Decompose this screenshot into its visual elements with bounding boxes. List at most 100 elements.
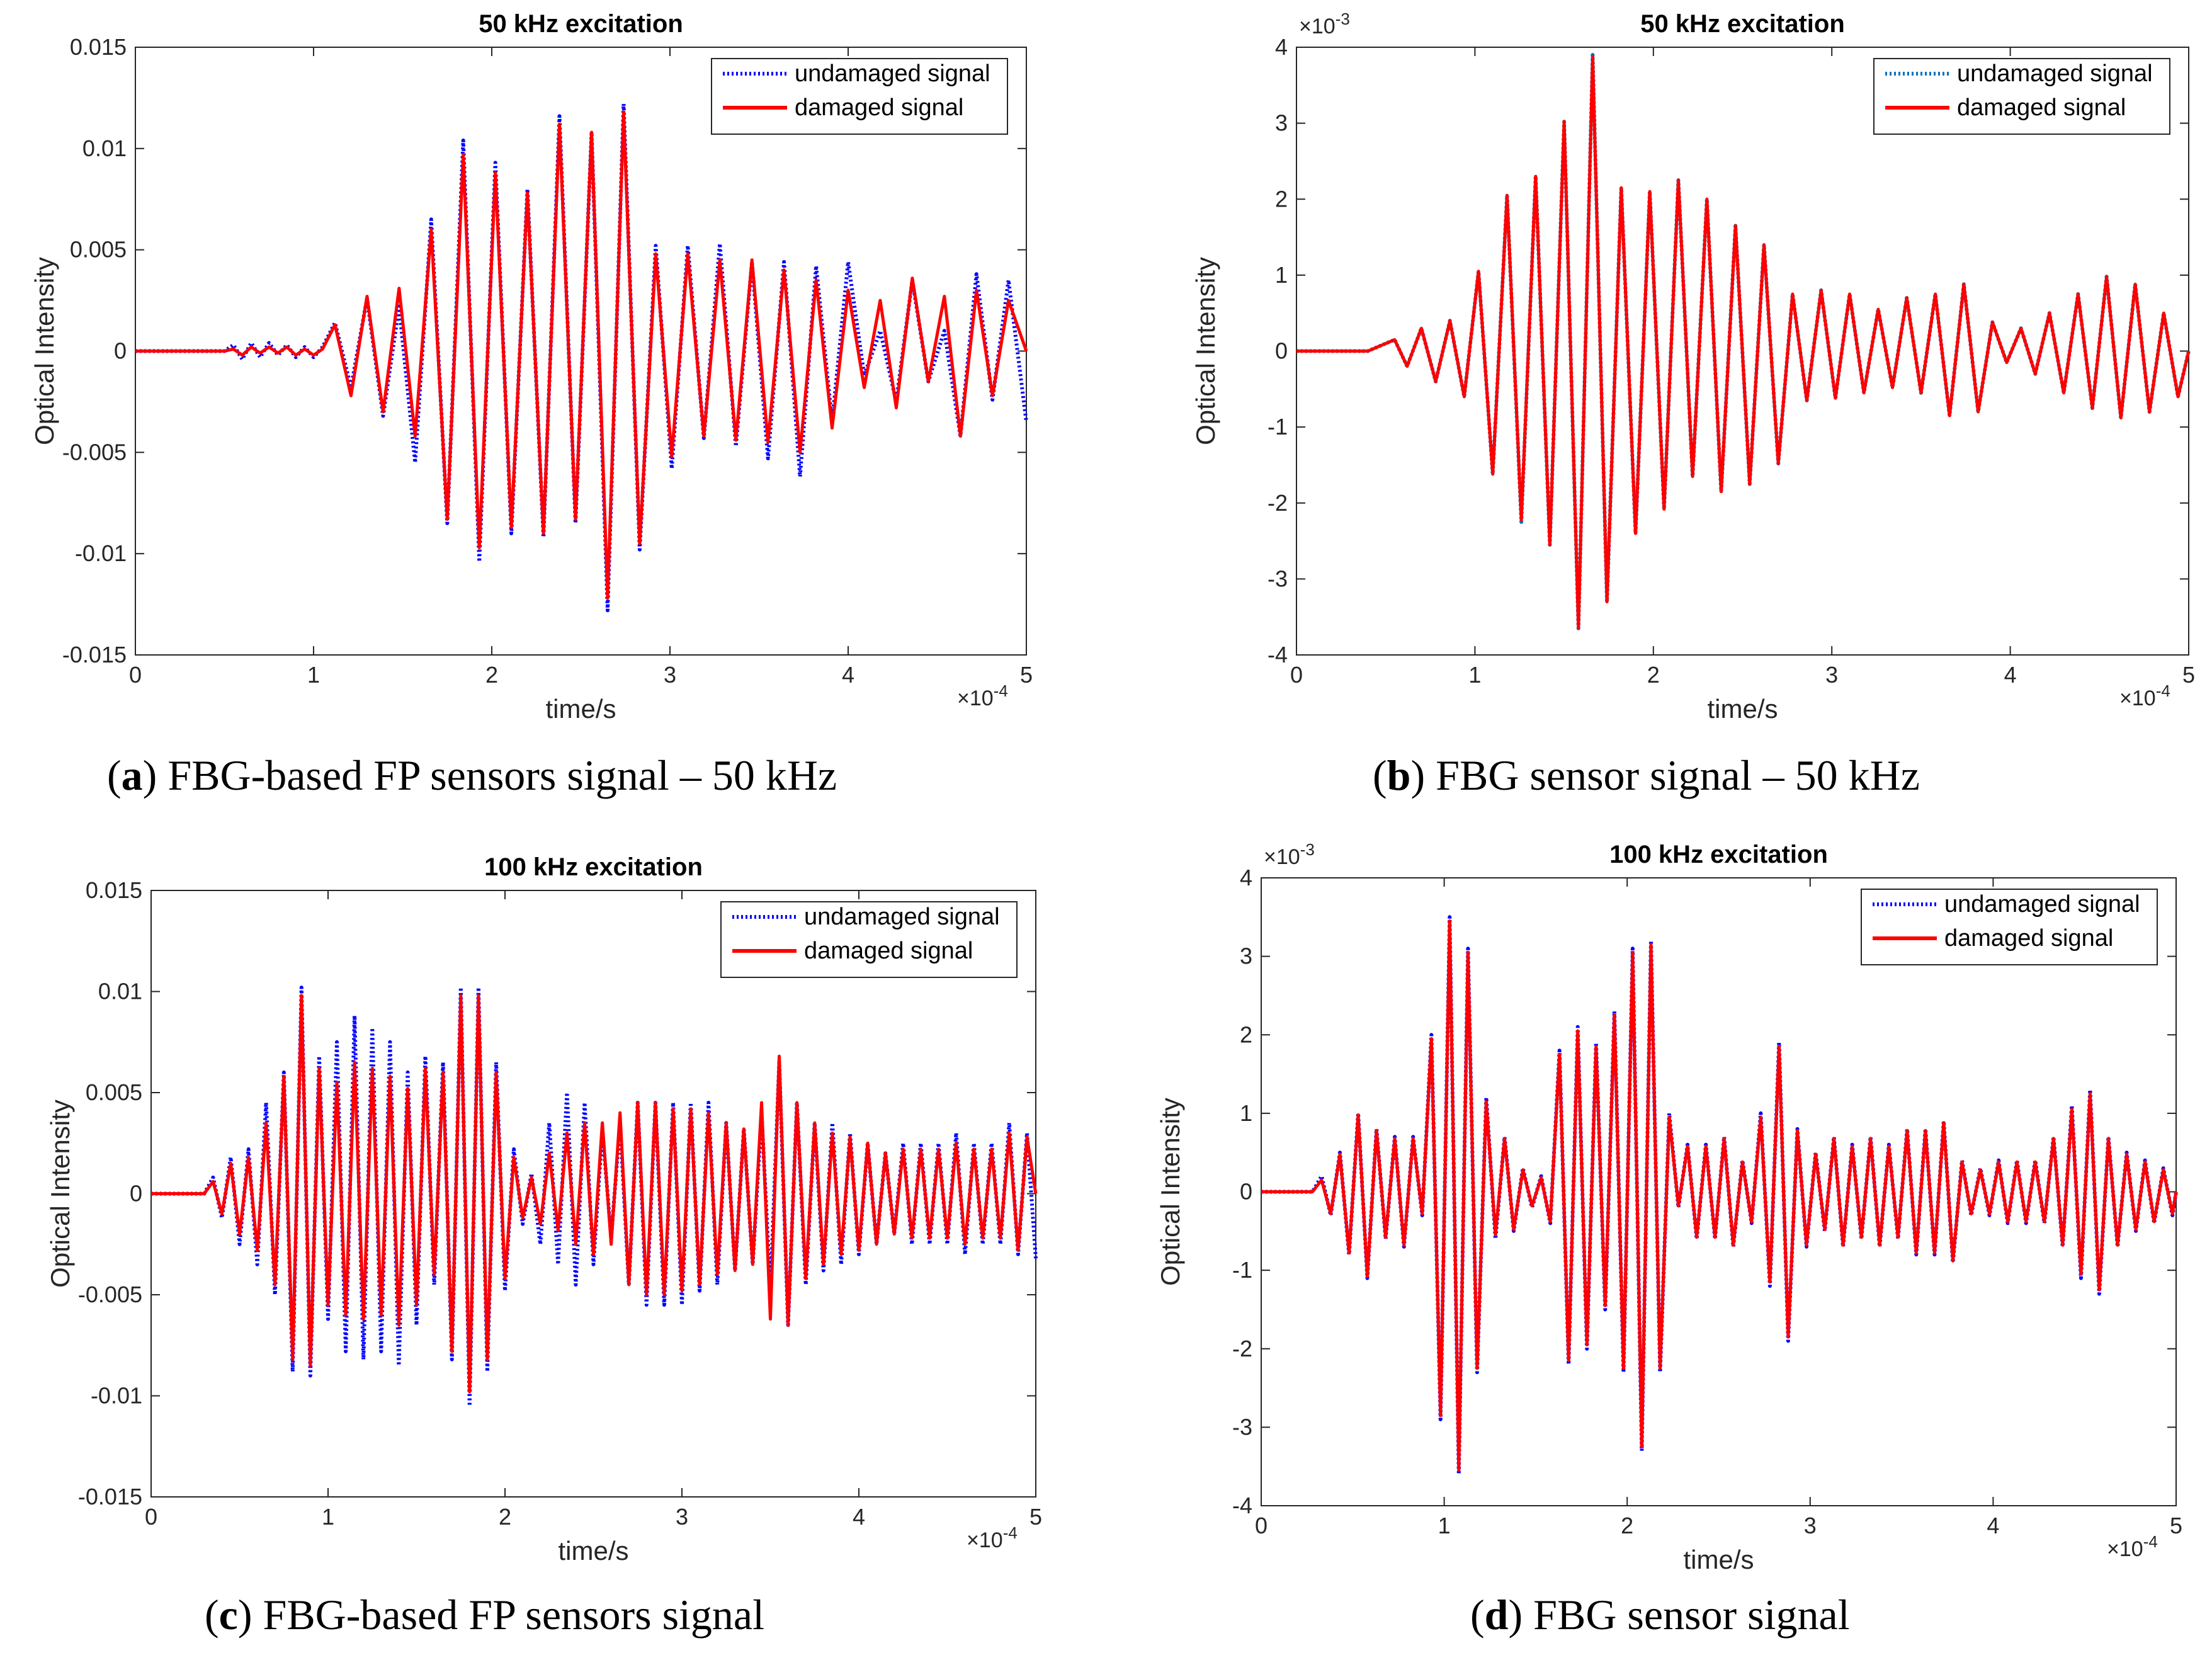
- y-tick-label: -1: [1268, 414, 1288, 440]
- legend-label-undamaged: undamaged signal: [1957, 60, 2153, 87]
- y-tick-label: -3: [1232, 1414, 1252, 1440]
- x-multiplier: ×10-4: [2107, 1532, 2158, 1561]
- caption-b: (b) FBG sensor signal – 50 kHz: [1373, 751, 1920, 799]
- y-tick-label: 0.005: [70, 237, 127, 263]
- y-axis-label: Optical Intensity: [45, 1100, 75, 1288]
- chart-title: 100 kHz excitation: [484, 853, 703, 881]
- x-tick-label: 3: [1804, 1513, 1817, 1538]
- x-tick-label: 0: [1255, 1513, 1268, 1538]
- x-tick-label: 3: [676, 1504, 688, 1530]
- x-tick-label: 4: [842, 662, 854, 688]
- chart-a: 0 1 2 3 4 5 -0.015 -0.01 -0.005 0 0.005 0.01 0.015 50…: [30, 10, 1033, 724]
- x-tick-label: 1: [322, 1504, 334, 1530]
- y-tick-label: 0.01: [98, 979, 142, 1004]
- y-multiplier: ×10-3: [1264, 840, 1315, 869]
- y-tick-label: 1: [1240, 1100, 1252, 1126]
- y-tick-label: 4: [1275, 34, 1288, 60]
- y-tick-label: 0.005: [86, 1079, 142, 1105]
- chart-d: 0 1 2 3 4 5 -4 -3 -2 -1 0 1 2 3 4 100 kHz excitation tim…: [1155, 840, 2182, 1574]
- y-tick-label: 0: [1240, 1179, 1252, 1205]
- x-tick-label: 4: [2004, 662, 2017, 688]
- x-axis-label: time/s: [1707, 694, 1778, 724]
- chart-title: 50 kHz excitation: [1640, 10, 1845, 38]
- x-tick-label: 3: [664, 662, 676, 688]
- x-tick-label: 1: [307, 662, 320, 688]
- y-tick-label: -4: [1232, 1492, 1252, 1518]
- series-line-damaged: [1261, 919, 2178, 1472]
- y-multiplier: ×10-3: [1299, 9, 1350, 38]
- y-tick-label: -0.005: [62, 439, 127, 465]
- x-axis-label: time/s: [1683, 1545, 1754, 1574]
- y-tick-label: 0.01: [82, 135, 127, 161]
- y-tick-label: 2: [1275, 186, 1288, 212]
- y-tick-label: -0.01: [75, 540, 127, 566]
- x-tick-label: 1: [1438, 1513, 1451, 1538]
- caption-a: (a) FBG-based FP sensors signal – 50 kHz: [107, 751, 837, 799]
- y-tick-label: -0.01: [91, 1383, 142, 1409]
- legend-label-undamaged: undamaged signal: [804, 904, 1000, 930]
- x-axis-label: time/s: [545, 694, 616, 724]
- legend-label-undamaged: undamaged signal: [795, 60, 990, 87]
- chart-c: 0 1 2 3 4 5 -0.015 -0.01 -0.005 0 0.005 0.01 0.015 10…: [45, 853, 1042, 1566]
- x-tick-label: 4: [1987, 1513, 1999, 1538]
- x-tick-label: 0: [145, 1504, 157, 1530]
- x-multiplier: ×10-4: [2119, 681, 2170, 710]
- legend-label-undamaged: undamaged signal: [1944, 891, 2140, 918]
- x-tick-label: 2: [1647, 662, 1660, 688]
- x-axis-label: time/s: [558, 1536, 628, 1566]
- caption-d: (d) FBG sensor signal: [1470, 1591, 1850, 1639]
- y-tick-label: 2: [1240, 1021, 1252, 1047]
- x-tick-label: 5: [2170, 1513, 2182, 1538]
- y-axis-label: Optical Intensity: [1191, 257, 1220, 445]
- chart-b: 0 1 2 3 4 5 -4 -3 -2 -1 0 1 2 3 4 50 kHz excitation time…: [1191, 9, 2195, 724]
- legend-box: [711, 58, 1008, 135]
- y-tick-label: 4: [1240, 865, 1252, 890]
- y-tick-label: -2: [1232, 1336, 1252, 1361]
- y-tick-label: -0.015: [62, 642, 127, 668]
- y-axis-label: Optical Intensity: [1155, 1098, 1185, 1286]
- y-tick-label: -0.015: [78, 1484, 142, 1509]
- y-tick-label: 0: [114, 338, 127, 364]
- panel-c: 0 1 2 3 4 5 -0.015 -0.01 -0.005 0 0.005 0.01 0.015 10…: [0, 838, 1106, 1677]
- y-tick-label: 3: [1240, 943, 1252, 969]
- plot-area: [135, 47, 1027, 656]
- y-tick-label: 0: [130, 1181, 142, 1207]
- x-tick-label: 0: [129, 662, 142, 688]
- y-axis-label: Optical Intensity: [30, 257, 59, 445]
- y-tick-label: 0.015: [86, 877, 142, 903]
- chart-title: 100 kHz excitation: [1609, 841, 1828, 868]
- series-line-damaged: [135, 110, 1028, 600]
- y-tick-label: 0: [1275, 338, 1288, 364]
- x-multiplier: ×10-4: [967, 1523, 1018, 1552]
- chart-title: 50 kHz excitation: [479, 10, 683, 38]
- y-tick-label: 0.015: [70, 34, 127, 60]
- y-tick-label: -1: [1232, 1257, 1252, 1283]
- legend-box: [1873, 58, 2170, 135]
- x-tick-label: 2: [499, 1504, 511, 1530]
- legend-label-damaged: damaged signal: [1957, 94, 2126, 121]
- caption-c: (c) FBG-based FP sensors signal: [205, 1591, 765, 1639]
- y-tick-label: 3: [1275, 110, 1288, 136]
- panel-a: 0 1 2 3 4 5 -0.015 -0.01 -0.005 0 0.005 0.01 0.015 50…: [0, 0, 1106, 838]
- x-tick-label: 2: [485, 662, 498, 688]
- x-multiplier: ×10-4: [957, 681, 1008, 710]
- panel-b: 0 1 2 3 4 5 -4 -3 -2 -1 0 1 2 3 4 50 kHz excitation time…: [1106, 0, 2212, 838]
- plot-area: [150, 890, 1036, 1498]
- series-line-damaged: [151, 994, 1038, 1394]
- legend-box: [720, 901, 1018, 978]
- y-tick-label: -4: [1268, 642, 1288, 668]
- x-tick-label: 1: [1468, 662, 1481, 688]
- x-tick-label: 2: [1621, 1513, 1633, 1538]
- y-tick-label: -0.005: [78, 1282, 142, 1307]
- x-tick-label: 5: [1020, 662, 1033, 688]
- y-tick-label: -3: [1268, 566, 1288, 591]
- y-tick-label: 1: [1275, 262, 1288, 288]
- legend-label-damaged: damaged signal: [795, 94, 963, 121]
- x-tick-label: 0: [1290, 662, 1303, 688]
- legend-label-damaged: damaged signal: [1944, 925, 2113, 952]
- x-tick-label: 4: [853, 1504, 865, 1530]
- legend-label-damaged: damaged signal: [804, 938, 973, 964]
- legend-box: [1861, 889, 2158, 965]
- series-line-damaged: [1296, 55, 2191, 630]
- x-tick-label: 5: [1029, 1504, 1042, 1530]
